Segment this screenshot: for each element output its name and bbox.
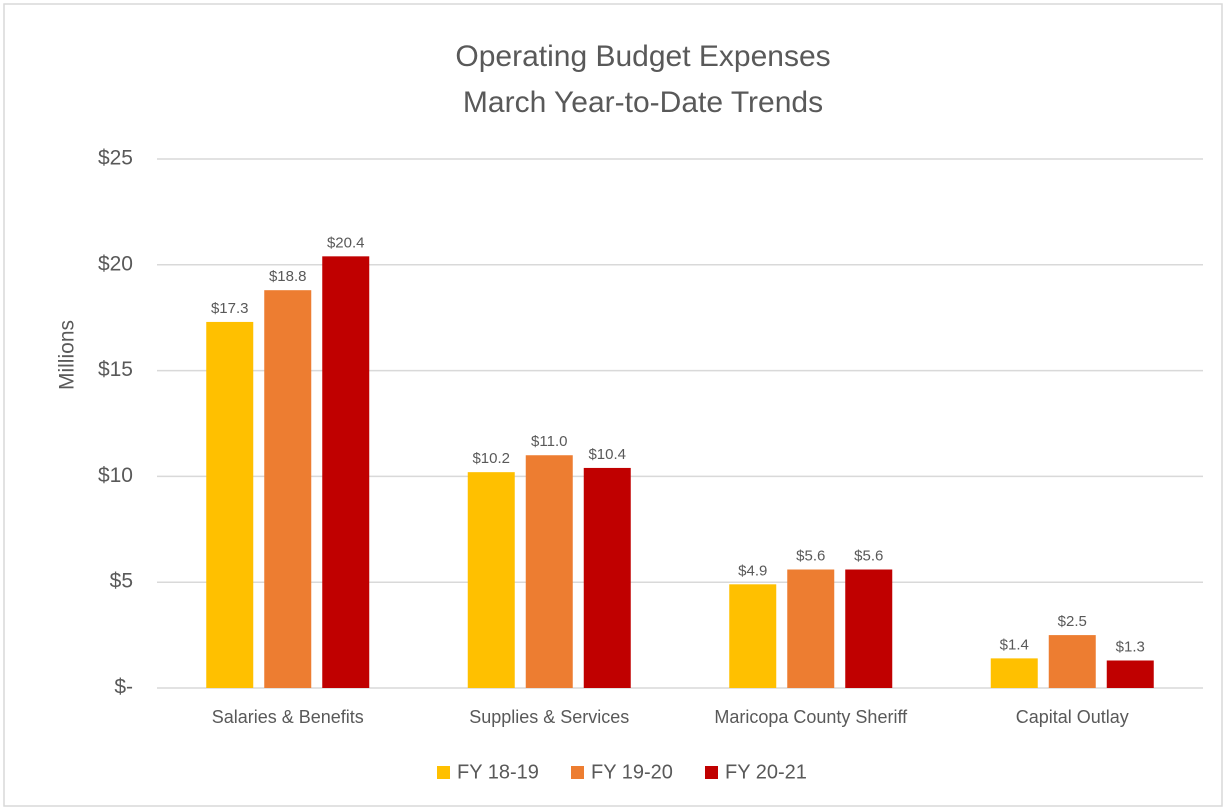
legend-label: FY 20-21 <box>725 761 807 783</box>
legend-label: FY 19-20 <box>591 761 673 783</box>
bar <box>322 256 370 688</box>
chart-title: Operating Budget Expenses <box>455 40 830 73</box>
data-label: $5.6 <box>854 547 883 564</box>
data-label: $17.3 <box>211 300 249 317</box>
data-label: $5.6 <box>796 547 825 564</box>
data-label: $18.8 <box>269 268 307 285</box>
data-label: $20.4 <box>327 234 365 251</box>
bar <box>583 467 631 688</box>
bar <box>990 658 1038 688</box>
bar <box>729 584 777 688</box>
legend-swatch <box>571 766 584 779</box>
legend-swatch <box>705 766 718 779</box>
data-label: $4.9 <box>738 562 767 579</box>
bar <box>206 321 254 688</box>
chart-subtitle: March Year-to-Date Trends <box>463 86 823 119</box>
data-label: $1.4 <box>1000 636 1029 653</box>
y-tick-label: $10 <box>98 464 133 487</box>
y-tick-label: $15 <box>98 358 133 381</box>
y-tick-label: $5 <box>110 570 133 593</box>
legend-label: FY 18-19 <box>457 761 539 783</box>
bar <box>1106 660 1154 688</box>
y-tick-label: $- <box>114 676 133 699</box>
legend-swatch <box>437 766 450 779</box>
y-axis-label: Millions <box>56 320 79 390</box>
x-tick-label: Maricopa County Sheriff <box>714 707 908 727</box>
bar <box>264 290 312 688</box>
y-tick-label: $20 <box>98 252 133 275</box>
data-label: $11.0 <box>531 433 567 450</box>
y-tick-label: $25 <box>98 147 133 170</box>
data-label: $10.2 <box>472 450 510 467</box>
x-tick-label: Supplies & Services <box>469 707 629 727</box>
data-label: $10.4 <box>588 446 626 463</box>
bar <box>525 455 573 688</box>
x-tick-label: Capital Outlay <box>1016 707 1129 727</box>
data-label: $2.5 <box>1058 613 1087 630</box>
data-label: $1.3 <box>1116 638 1145 655</box>
bar <box>845 569 893 688</box>
bar <box>467 472 515 688</box>
x-tick-label: Salaries & Benefits <box>212 707 364 727</box>
bar <box>787 569 835 688</box>
bar <box>1048 635 1096 688</box>
